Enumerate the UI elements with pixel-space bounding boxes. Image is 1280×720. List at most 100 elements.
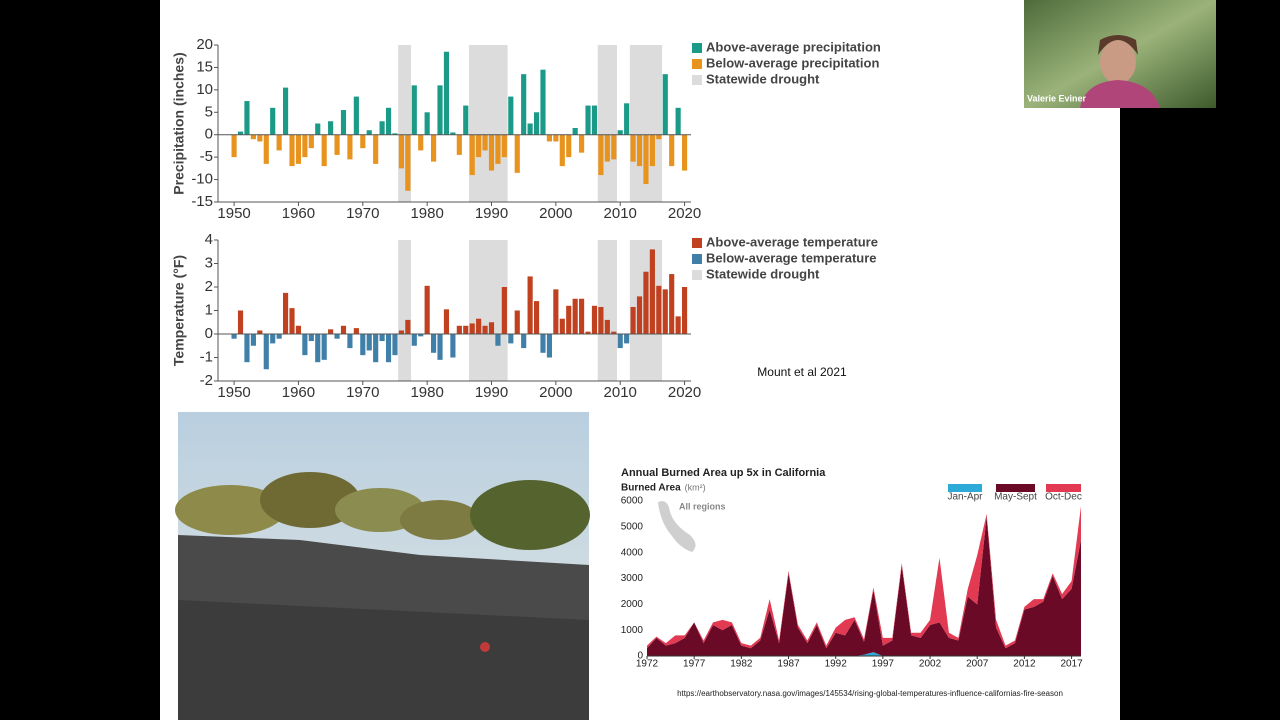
bar — [469, 134, 475, 176]
bar — [656, 285, 662, 334]
x-tick-label: 2007 — [966, 659, 989, 670]
bar — [360, 134, 366, 149]
legend-label: Above-average precipitation — [706, 39, 881, 54]
bar — [553, 289, 559, 334]
bar — [572, 298, 578, 334]
bar — [302, 334, 308, 356]
bar — [649, 249, 655, 334]
bar — [366, 130, 372, 135]
bar — [379, 334, 385, 342]
x-tick-label: 1960 — [282, 205, 315, 222]
x-tick-label: 2010 — [604, 384, 637, 401]
bar — [353, 96, 359, 135]
bar — [308, 334, 314, 342]
area — [647, 516, 1081, 656]
bar — [340, 325, 347, 334]
bar — [649, 134, 655, 167]
participant-name: Valerie Eviner — [1027, 93, 1087, 103]
y-tick-label: 20 — [196, 36, 213, 53]
bar — [636, 134, 643, 167]
bar — [360, 334, 366, 356]
bar — [334, 334, 340, 339]
bar — [392, 334, 398, 356]
bar — [315, 334, 321, 363]
bar — [624, 103, 630, 135]
bar — [540, 334, 546, 353]
bar — [546, 334, 552, 358]
bar — [681, 134, 688, 171]
x-tick-label: 1980 — [410, 205, 443, 222]
bar — [482, 325, 488, 334]
bar — [443, 309, 450, 334]
bar — [237, 310, 244, 334]
bar — [611, 331, 617, 334]
bar — [533, 112, 540, 135]
y-tick-label: 3000 — [621, 573, 644, 584]
bar — [244, 101, 250, 135]
bar — [295, 134, 302, 164]
bar — [418, 134, 424, 151]
bar — [527, 276, 533, 334]
bar — [476, 134, 482, 158]
bar — [630, 306, 636, 334]
bar — [347, 334, 353, 349]
bar — [373, 134, 379, 164]
bar — [559, 318, 565, 334]
bar — [347, 134, 353, 160]
bar — [598, 306, 604, 334]
bar — [476, 318, 482, 334]
bar — [437, 334, 443, 360]
legend-swatch — [1046, 484, 1081, 492]
bar — [282, 87, 289, 135]
area — [647, 652, 1081, 656]
photo — [175, 412, 590, 720]
bar — [681, 287, 688, 334]
x-tick-label: 2017 — [1060, 659, 1083, 670]
bar — [591, 105, 598, 135]
bar — [276, 334, 282, 339]
x-tick-label: 2012 — [1013, 659, 1036, 670]
bar — [662, 74, 668, 135]
drought-band — [597, 45, 617, 202]
bar — [431, 334, 437, 353]
bar — [540, 69, 546, 135]
x-tick-label: 2000 — [539, 384, 572, 401]
bar — [611, 134, 617, 160]
bar — [340, 110, 347, 135]
bar — [231, 334, 237, 339]
legend-swatch — [692, 59, 702, 69]
legend-label: Statewide drought — [706, 71, 820, 86]
bar — [237, 131, 244, 135]
y-tick-label: 6000 — [621, 496, 644, 507]
bar — [315, 123, 321, 135]
bar — [598, 134, 604, 176]
bar — [617, 334, 623, 349]
bar — [604, 134, 610, 162]
y-axis-label: Burned Area — [621, 483, 681, 494]
bar — [559, 134, 565, 167]
bar — [398, 330, 404, 334]
bar — [553, 134, 559, 142]
bar — [630, 134, 636, 162]
legend-label: Jan-Apr — [947, 492, 983, 503]
legend-label: Statewide drought — [706, 266, 820, 281]
bar — [656, 134, 662, 140]
y-tick-label: 15 — [196, 58, 213, 75]
bar — [643, 271, 649, 334]
legend-label: Above-average temperature — [706, 234, 878, 249]
x-tick-label: 1950 — [217, 384, 250, 401]
annotation: All regions — [679, 501, 726, 511]
bar — [257, 134, 263, 142]
bar — [469, 323, 475, 334]
legend-label: Below-average temperature — [706, 250, 877, 265]
bar — [289, 134, 295, 167]
bar — [675, 316, 681, 334]
x-tick-label: 2010 — [604, 205, 637, 222]
bar — [463, 105, 469, 135]
y-tick-label: 0 — [637, 651, 643, 662]
source-note: Mount et al 2021 — [757, 365, 847, 379]
y-tick-label: -1 — [200, 348, 213, 365]
bar — [488, 322, 495, 334]
y-tick-label: 2 — [205, 278, 213, 295]
